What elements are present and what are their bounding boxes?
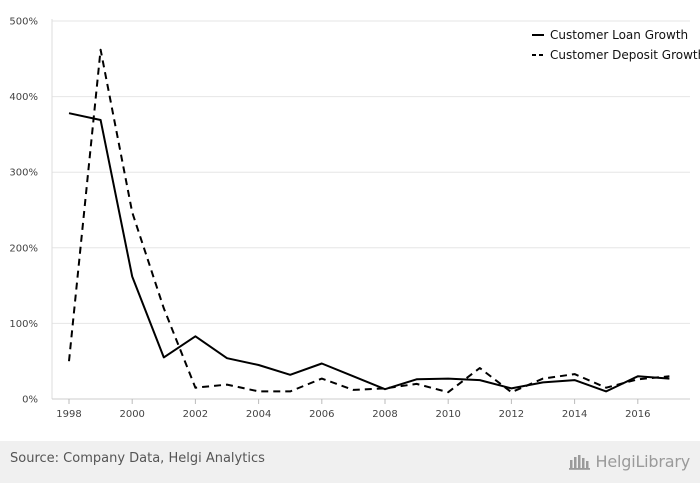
y-tick-label: 0%	[22, 395, 38, 406]
x-tick-label: 2002	[183, 409, 208, 420]
legend-label: Customer Deposit Growth	[550, 48, 700, 62]
x-tick-label: 2006	[309, 409, 334, 420]
x-tick-label: 2008	[372, 409, 397, 420]
y-tick-label: 300%	[9, 168, 38, 179]
deposit-growth-point	[320, 377, 324, 381]
loan-growth-point	[478, 378, 482, 382]
loan-growth-point	[351, 374, 355, 378]
deposit-growth-point	[573, 372, 577, 376]
series-line-loan-growth	[68, 112, 670, 393]
deposit-growth-point	[288, 389, 292, 393]
x-axis: 1998 2000 2002 2004 2006 2008 2010 2012 2014 2016	[52, 398, 690, 420]
loan-growth-point	[604, 389, 608, 393]
loan-growth-point	[99, 118, 103, 122]
deposit-growth-point	[351, 388, 355, 392]
brand-name: HelgiLibrary	[595, 451, 691, 471]
loan-growth-point	[162, 355, 166, 359]
source-note: Source: Company Data, Helgi Analytics	[10, 451, 265, 466]
deposit-growth-point	[225, 383, 229, 387]
legend: Customer Loan Growth Customer Deposit Gro…	[532, 28, 700, 62]
loan-growth-point	[288, 373, 292, 377]
source-footer: Source: Company Data, Helgi Analytics He…	[0, 441, 700, 483]
deposit-growth-point	[446, 390, 450, 394]
loan-growth-point	[320, 362, 324, 366]
y-axis: 0% 100% 200% 300% 400% 500%	[9, 17, 53, 406]
deposit-growth-point	[604, 386, 608, 390]
deposit-growth-point	[478, 366, 482, 370]
y-tick-label: 200%	[9, 243, 38, 254]
deposit-growth-point	[383, 386, 387, 390]
legend-label: Customer Loan Growth	[550, 28, 688, 42]
y-tick-label: 500%	[9, 17, 38, 28]
loan-growth-point	[193, 334, 197, 338]
deposit-growth-point	[99, 48, 103, 52]
brand-logo: HelgiLibrary	[568, 449, 690, 473]
loan-growth-point	[225, 356, 229, 360]
deposit-growth-point	[193, 386, 197, 390]
deposit-growth-point	[636, 377, 640, 381]
deposit-growth-point	[509, 390, 513, 394]
series-line-deposit-growth	[68, 48, 670, 394]
x-tick-label: 2012	[499, 409, 524, 420]
x-tick-label: 2000	[119, 409, 144, 420]
deposit-growth-point	[257, 389, 261, 393]
x-tick-label: 2014	[562, 409, 587, 420]
loan-growth-point	[509, 386, 513, 390]
deposit-growth-point	[130, 210, 134, 214]
loan-growth-point	[130, 275, 134, 279]
grid-lines	[52, 20, 690, 324]
deposit-growth-point	[67, 359, 71, 363]
loan-growth-point	[541, 380, 545, 384]
loan-growth-point	[415, 377, 419, 381]
loan-growth-point	[446, 377, 450, 381]
y-tick-label: 100%	[9, 319, 38, 330]
plot-area	[67, 48, 671, 394]
library-icon	[568, 455, 590, 470]
loan-growth-point	[67, 111, 71, 115]
x-tick-label: 2016	[625, 409, 650, 420]
deposit-growth-point	[162, 306, 166, 310]
x-tick-label: 1998	[56, 409, 81, 420]
deposit-growth-point	[667, 374, 671, 378]
loan-growth-point	[573, 378, 577, 382]
x-tick-label: 2004	[246, 409, 271, 420]
deposit-growth-point	[415, 382, 419, 386]
deposit-growth-point	[541, 377, 545, 381]
loan-growth-point	[257, 363, 261, 367]
x-tick-label: 2010	[435, 409, 460, 420]
y-tick-label: 400%	[9, 92, 38, 103]
